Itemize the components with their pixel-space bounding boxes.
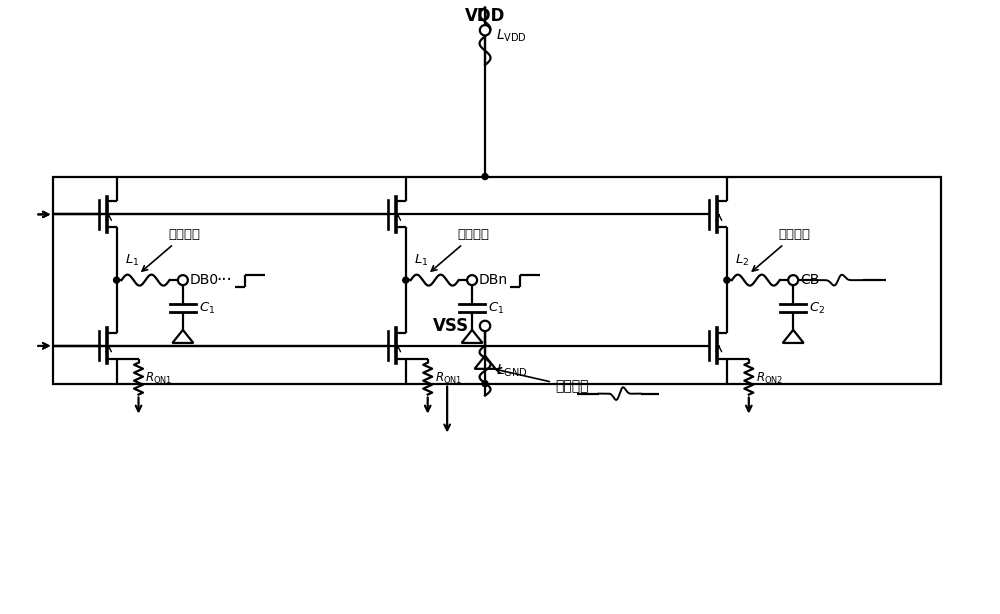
Text: $L_{1}$: $L_{1}$	[414, 253, 428, 268]
Text: 引线电感: 引线电感	[142, 228, 200, 271]
Text: $C_{1}$: $C_{1}$	[488, 300, 504, 316]
Circle shape	[724, 277, 730, 283]
Text: VSS: VSS	[433, 317, 469, 335]
Circle shape	[178, 275, 188, 285]
Text: $L_{\mathrm{GND}}$: $L_{\mathrm{GND}}$	[496, 362, 527, 379]
Circle shape	[403, 277, 409, 283]
Circle shape	[482, 174, 488, 179]
Text: $R_{\mathrm{ON1}}$: $R_{\mathrm{ON1}}$	[145, 371, 173, 386]
Text: VDD: VDD	[465, 7, 505, 25]
Text: 引线电感: 引线电感	[752, 228, 811, 271]
Text: ···: ···	[216, 271, 232, 289]
Text: $C_{1}$: $C_{1}$	[199, 300, 215, 316]
Text: $L_{2}$: $L_{2}$	[735, 253, 749, 268]
Text: DBn: DBn	[479, 273, 508, 287]
Text: $C_{2}$: $C_{2}$	[809, 300, 825, 316]
Text: DB0: DB0	[190, 273, 219, 287]
Text: 引线电感: 引线电感	[496, 368, 588, 394]
Text: $L_{\mathrm{VDD}}$: $L_{\mathrm{VDD}}$	[496, 28, 527, 44]
Circle shape	[467, 275, 477, 285]
Text: $R_{\mathrm{ON2}}$: $R_{\mathrm{ON2}}$	[756, 371, 783, 386]
Circle shape	[114, 277, 120, 283]
Text: $L_{1}$: $L_{1}$	[125, 253, 139, 268]
Circle shape	[480, 321, 490, 331]
Text: CB: CB	[800, 273, 820, 287]
Circle shape	[788, 275, 798, 285]
Text: 引线电感: 引线电感	[431, 228, 490, 271]
Circle shape	[482, 381, 488, 387]
Text: $R_{\mathrm{ON1}}$: $R_{\mathrm{ON1}}$	[435, 371, 462, 386]
Circle shape	[480, 25, 490, 36]
Bar	[53, 177, 941, 384]
